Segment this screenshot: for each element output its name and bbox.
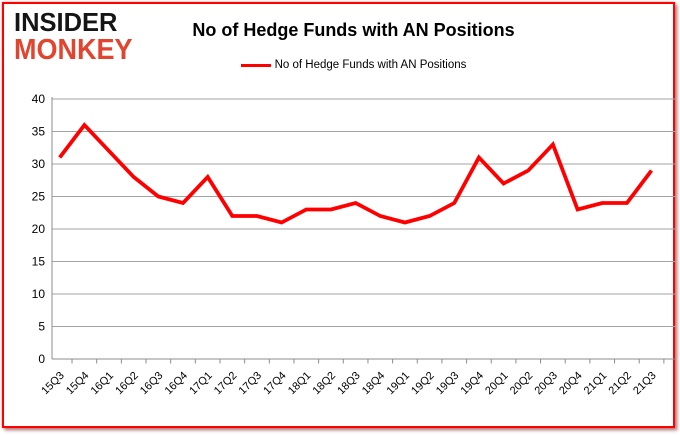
x-tick-label-20Q2: 20Q2 [508, 370, 536, 398]
y-tick-label-30: 30 [32, 157, 46, 171]
x-tick-label-19Q3: 19Q3 [434, 370, 462, 398]
x-tick-label-15Q4: 15Q4 [64, 370, 92, 398]
y-tick-label-40: 40 [32, 92, 46, 106]
logo-monkey-text: MONKEY [14, 33, 133, 66]
x-tick-label-19Q2: 19Q2 [409, 370, 437, 398]
y-tick-label-0: 0 [38, 352, 45, 366]
y-tick-label-25: 25 [32, 190, 46, 204]
insider-monkey-logo[interactable]: INSIDER MONKEY [14, 7, 133, 66]
x-tick-label-21Q3: 21Q3 [631, 370, 659, 398]
x-tick-label-21Q1: 21Q1 [582, 370, 610, 398]
chart-frame: INSIDER MONKEY No of Hedge Funds with AN… [2, 2, 676, 428]
x-tick-label-16Q3: 16Q3 [138, 370, 166, 398]
y-tick-label-10: 10 [32, 287, 46, 301]
x-tick-label-20Q3: 20Q3 [532, 370, 560, 398]
y-tick-label-5: 5 [38, 320, 45, 334]
x-tick-label-20Q4: 20Q4 [557, 370, 585, 398]
x-tick-label-16Q2: 16Q2 [113, 370, 141, 398]
x-tick-label-17Q4: 17Q4 [261, 370, 289, 398]
y-tick-label-20: 20 [32, 222, 46, 236]
x-tick-label-21Q2: 21Q2 [606, 370, 634, 398]
y-tick-label-35: 35 [32, 125, 46, 139]
x-tick-label-17Q1: 17Q1 [187, 370, 215, 398]
x-tick-label-18Q2: 18Q2 [311, 370, 339, 398]
legend-line-swatch-icon [240, 63, 271, 67]
x-tick-label-18Q1: 18Q1 [286, 370, 314, 398]
chart-legend: No of Hedge Funds with AN Positions [144, 59, 563, 71]
series-line-hedge-funds [58, 122, 654, 225]
x-tick-label-18Q4: 18Q4 [360, 370, 388, 398]
x-tick-label-19Q1: 19Q1 [385, 370, 413, 398]
x-tick-label-20Q1: 20Q1 [483, 370, 511, 398]
chart-title: No of Hedge Funds with AN Positions [192, 20, 515, 40]
x-tick-label-18Q3: 18Q3 [335, 370, 363, 398]
x-tick-label-19Q4: 19Q4 [459, 370, 487, 398]
x-tick-label-17Q2: 17Q2 [212, 370, 240, 398]
x-tick-label-16Q4: 16Q4 [163, 370, 191, 398]
logo-insider-text: INSIDER [14, 7, 118, 38]
x-tick-label-17Q3: 17Q3 [237, 370, 265, 398]
x-tick-label-16Q1: 16Q1 [89, 370, 117, 398]
y-tick-label-15: 15 [32, 255, 46, 269]
hedge-funds-line-chart: 0 5 10 15 20 25 30 35 40 15Q315Q416Q116Q216Q316Q4… [32, 92, 676, 398]
x-tick-label-15Q3: 15Q3 [39, 370, 67, 398]
legend-series-label: No of Hedge Funds with AN Positions [274, 59, 467, 71]
